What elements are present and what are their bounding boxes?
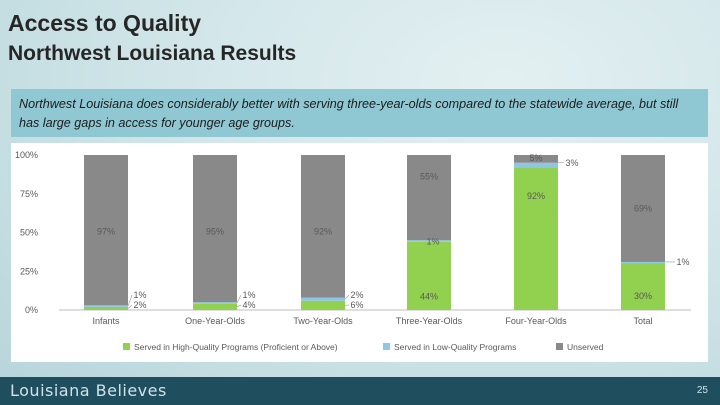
bar-segment	[301, 297, 345, 301]
bar-segment	[514, 167, 558, 310]
data-label-unserved: 97%	[97, 227, 115, 237]
bar-segment	[193, 155, 237, 303]
data-label-high-quality: 92%	[527, 191, 545, 201]
data-label-high-quality: 30%	[634, 291, 652, 301]
x-tick-label: Four-Year-Olds	[505, 316, 567, 326]
data-label-unserved: 55%	[420, 171, 438, 181]
leader-line	[127, 304, 133, 309]
x-tick-label: One-Year-Olds	[185, 316, 245, 326]
bar-segment	[84, 306, 128, 310]
leader-line	[236, 304, 242, 308]
data-label-low-quality: 3%	[565, 158, 578, 168]
data-label-low-quality: 2%	[350, 290, 363, 300]
legend-label: Unserved	[567, 342, 604, 352]
bar-segment	[407, 240, 451, 242]
data-label-high-quality: 6%	[350, 300, 363, 310]
bar-segment	[193, 303, 237, 310]
x-tick-label: Total	[633, 316, 652, 326]
data-label-low-quality: 1%	[242, 290, 255, 300]
footer-bar: Louisiana Believes 25	[0, 377, 720, 405]
bar-segment	[193, 302, 237, 304]
page-number: 25	[696, 385, 708, 396]
bar-segment	[514, 162, 558, 168]
x-tick-label: Two-Year-Olds	[293, 316, 353, 326]
y-tick-label: 75%	[20, 189, 38, 199]
chart-panel: 0% 25% 50% 75% 100% Infants One-Year-Olds Two-Y…	[11, 143, 708, 362]
legend-label: Served in High-Quality Programs (Profici…	[134, 342, 338, 352]
data-label-unserved: 69%	[634, 203, 652, 213]
legend-swatch	[383, 343, 390, 350]
y-tick-label: 50%	[20, 228, 38, 238]
legend-swatch	[123, 343, 130, 350]
bar-segment	[84, 155, 128, 306]
y-tick-label: 100%	[15, 150, 38, 160]
bar-segment	[301, 300, 345, 310]
data-label-unserved: 95%	[206, 227, 224, 237]
x-tick-label: Infants	[92, 316, 120, 326]
bar-segment	[407, 155, 451, 241]
data-label-low-quality: 1%	[676, 257, 689, 267]
bar-segment	[407, 241, 451, 310]
data-label-unserved: 92%	[314, 227, 332, 237]
page-subtitle: Northwest Louisiana Results	[8, 42, 297, 65]
x-tick-label: Three-Year-Olds	[396, 316, 463, 326]
page-title: Access to Quality	[8, 10, 202, 36]
stacked-bar-chart: 0% 25% 50% 75% 100% Infants One-Year-Olds Two-Y…	[15, 150, 691, 352]
leader-line	[236, 294, 242, 304]
leader-line	[344, 294, 350, 300]
legend-label: Served in Low-Quality Programs	[394, 342, 516, 352]
data-label-unserved: 5%	[529, 153, 542, 163]
data-label-high-quality: 44%	[420, 291, 438, 301]
bar-segment	[514, 155, 558, 163]
bar-segment	[621, 261, 665, 264]
bar-segment	[621, 263, 665, 310]
data-label-low-quality: 1%	[426, 236, 439, 246]
bar-segment	[84, 305, 128, 307]
data-label-high-quality: 4%	[242, 300, 255, 310]
y-tick-label: 25%	[20, 266, 38, 276]
data-label-low-quality: 1%	[133, 290, 146, 300]
footer-logo: Louisiana Believes	[10, 381, 167, 400]
y-tick-label: 0%	[25, 305, 38, 315]
leader-line	[127, 294, 133, 307]
caption-box: Northwest Louisiana does considerably be…	[11, 89, 708, 137]
bar-segment	[301, 155, 345, 298]
legend-swatch	[556, 343, 563, 350]
data-label-high-quality: 2%	[133, 300, 146, 310]
caption-text: Northwest Louisiana does considerably be…	[19, 97, 679, 130]
bar-segment	[621, 155, 665, 262]
